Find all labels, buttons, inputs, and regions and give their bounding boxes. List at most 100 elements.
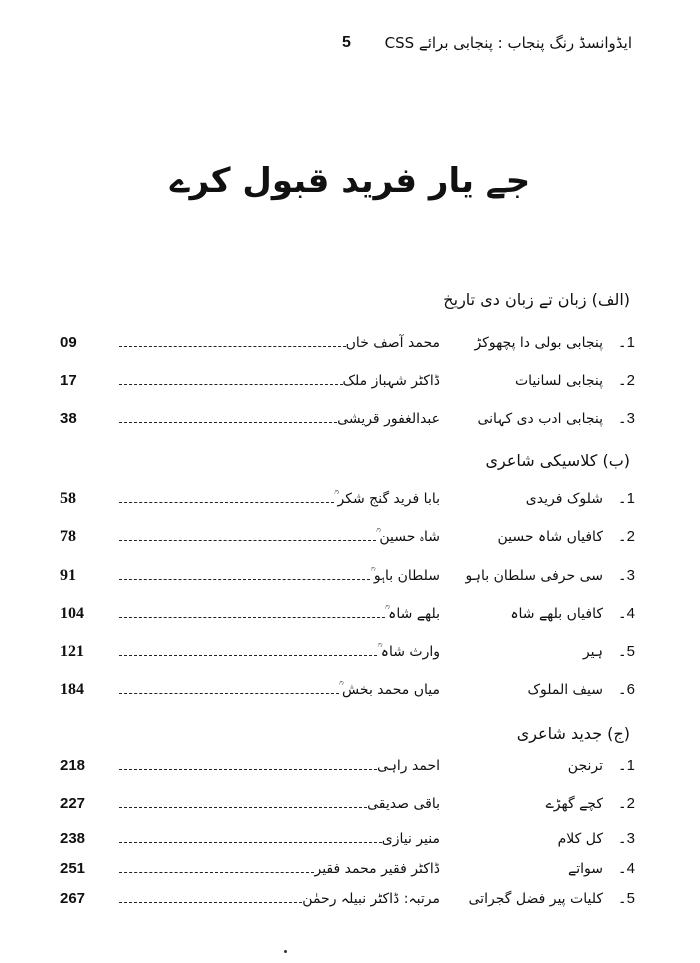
entry-title: کل کلام: [557, 831, 603, 847]
toc-entry: 3۔ کل کلام منیر نیازی 238: [60, 829, 635, 847]
entry-page: 227: [60, 795, 86, 812]
entry-number: 4۔: [617, 605, 635, 622]
entry-page: 184: [60, 681, 84, 698]
entry-author-wrap: بلھے شاہ ؒ: [105, 606, 440, 622]
entry-author-wrap: عبدالغفور قریشی: [105, 411, 440, 427]
entry-author: منیر نیازی: [381, 831, 440, 847]
entry-author: شاہ حسین ؒ: [375, 529, 440, 545]
toc-entry: 4۔ سواتے ڈاکٹر فقیر محمد فقیر 251: [60, 859, 635, 877]
entry-author: ڈاکٹر شہباز ملک: [342, 373, 441, 389]
toc-entry: 2۔ پنجابی لسانیات ڈاکٹر شہباز ملک 17: [60, 371, 635, 389]
leader-dashes: [119, 578, 371, 580]
entry-page: 251: [60, 860, 86, 877]
entry-number: 3۔: [617, 830, 635, 847]
entry-number: 5۔: [617, 890, 635, 907]
entry-author-wrap: بابا فرید گنج شکر ؒ: [105, 491, 440, 507]
running-header: ایڈوانسڈ رنگ پنجاب : پنجابی برائے CSS: [384, 34, 632, 52]
entry-page: 38: [60, 410, 77, 427]
entry-page: 104: [60, 605, 84, 622]
entry-author: ڈاکٹر فقیر محمد فقیر: [314, 861, 440, 877]
entry-author: محمد آصف خاں: [345, 335, 440, 351]
toc-entry: 6۔ سیف الملوک میاں محمد بخش ؒ 184: [60, 680, 635, 699]
toc-entry: 3۔ سی حرفی سلطان باہو سلطان باہو ؒ 91: [60, 566, 635, 585]
entry-number: 4۔: [617, 860, 635, 877]
entry-page: 78: [60, 528, 76, 545]
entry-author: احمد راہی: [377, 758, 440, 774]
leader-dashes: [119, 768, 378, 770]
leader-dashes: [119, 383, 343, 385]
entry-page: 17: [60, 372, 77, 389]
entry-title: کافیاں بلھے شاہ: [510, 606, 603, 622]
leader-dashes: [119, 345, 346, 347]
entry-title: کچے گھڑے: [545, 796, 603, 812]
toc-entry: 5۔ ہیر وارث شاہ ؒ 121: [60, 642, 635, 661]
entry-title: ترنجن: [567, 758, 603, 774]
scan-speck: [284, 950, 287, 953]
entry-title: کافیاں شاہ حسین: [497, 529, 603, 545]
leader-dashes: [119, 806, 368, 808]
section-heading: (ب) کلاسیکی شاعری: [485, 451, 630, 470]
entry-number: 2۔: [617, 372, 635, 389]
toc-entry: 5۔ کلیات پیر فضل گجراتی مرتبہ: ڈاکٹر نبی…: [60, 889, 635, 907]
page-title: جے یار فرید قبول کرے: [169, 161, 531, 201]
entry-number: 1۔: [617, 757, 635, 774]
entry-page: 121: [60, 643, 84, 660]
entry-author-wrap: باقی صدیقی: [105, 796, 440, 812]
entry-author-wrap: سلطان باہو ؒ: [105, 568, 440, 584]
entry-title: شلوک فریدی: [525, 491, 603, 507]
entry-number: 1۔: [617, 334, 635, 351]
section-heading: (الف) زبان تے زبان دی تاریخ: [443, 290, 630, 309]
entry-author: بلھے شاہ ؒ: [384, 606, 440, 622]
entry-author: بابا فرید گنج شکر ؒ: [334, 491, 440, 507]
leader-dashes: [119, 871, 315, 873]
entry-author: باقی صدیقی: [367, 796, 440, 812]
entry-title: سیف الملوک: [527, 682, 603, 698]
entry-title: ہیر: [582, 644, 603, 660]
entry-author-wrap: ڈاکٹر شہباز ملک: [105, 373, 440, 389]
entry-number: 6۔: [617, 681, 635, 698]
page-number: 5: [342, 34, 351, 51]
leader-dashes: [119, 539, 376, 541]
leader-dashes: [119, 841, 382, 843]
entry-author-wrap: ڈاکٹر فقیر محمد فقیر: [105, 861, 440, 877]
entry-number: 3۔: [617, 410, 635, 427]
leader-dashes: [119, 501, 335, 503]
entry-author: عبدالغفور قریشی: [337, 411, 440, 427]
entry-page: 58: [60, 490, 76, 507]
entry-number: 2۔: [617, 795, 635, 812]
entry-number: 1۔: [617, 490, 635, 507]
toc-entry: 1۔ پنجابی بولی دا پچھوکڑ محمد آصف خاں 09: [60, 333, 635, 351]
entry-author-wrap: منیر نیازی: [105, 831, 440, 847]
entry-number: 2۔: [617, 528, 635, 545]
entry-page: 238: [60, 830, 86, 847]
entry-author-wrap: وارث شاہ ؒ: [105, 644, 440, 660]
leader-dashes: [119, 616, 385, 618]
toc-entry: 2۔ کافیاں شاہ حسین شاہ حسین ؒ 78: [60, 527, 635, 546]
entry-title: کلیات پیر فضل گجراتی: [468, 891, 603, 907]
entry-author: وارث شاہ ؒ: [377, 644, 440, 660]
toc-entry: 1۔ شلوک فریدی بابا فرید گنج شکر ؒ 58: [60, 489, 635, 508]
entry-number: 5۔: [617, 643, 635, 660]
leader-dashes: [119, 901, 303, 903]
toc-entry: 3۔ پنجابی ادب دی کہانی عبدالغفور قریشی 3…: [60, 409, 635, 427]
toc-entry: 2۔ کچے گھڑے باقی صدیقی 227: [60, 794, 635, 812]
entry-title: سی حرفی سلطان باہو: [465, 568, 603, 584]
entry-author-wrap: مرتبہ: ڈاکٹر نبیلہ رحمٰن: [105, 891, 440, 907]
leader-dashes: [119, 421, 338, 423]
entry-author-wrap: شاہ حسین ؒ: [105, 529, 440, 545]
toc-entry: 4۔ کافیاں بلھے شاہ بلھے شاہ ؒ 104: [60, 604, 635, 623]
entry-page: 09: [60, 334, 77, 351]
entry-title: پنجابی بولی دا پچھوکڑ: [474, 335, 603, 351]
section-heading: (ج) جدید شاعری: [516, 724, 630, 743]
toc-entry: 1۔ ترنجن احمد راہی 218: [60, 756, 635, 774]
leader-dashes: [119, 692, 339, 694]
entry-page: 218: [60, 757, 86, 774]
entry-number: 3۔: [617, 567, 635, 584]
entry-author-wrap: میاں محمد بخش ؒ: [105, 682, 440, 698]
entry-author-wrap: احمد راہی: [105, 758, 440, 774]
entry-page: 91: [60, 567, 76, 584]
entry-author: میاں محمد بخش ؒ: [338, 682, 440, 698]
entry-title: سواتے: [568, 861, 603, 877]
entry-title: پنجابی لسانیات: [514, 373, 603, 389]
entry-author-wrap: محمد آصف خاں: [105, 335, 440, 351]
